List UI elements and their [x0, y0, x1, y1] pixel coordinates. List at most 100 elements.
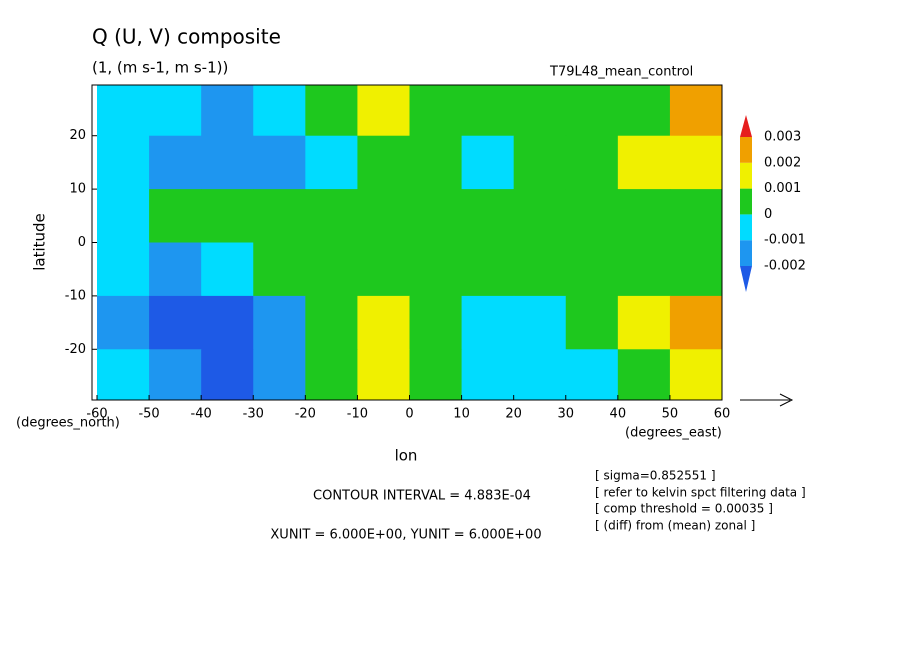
field-cell	[201, 295, 254, 350]
field-cell	[513, 349, 567, 401]
field-cell	[357, 135, 410, 190]
field-cell	[305, 349, 358, 401]
field-cell	[305, 135, 358, 190]
field-cell	[357, 189, 410, 243]
field-cell	[305, 85, 358, 137]
field-cell	[149, 189, 202, 243]
field-cell	[201, 135, 254, 190]
x-tick-label: -10	[347, 407, 368, 422]
y-axis-label: latitude	[31, 213, 49, 271]
field-cell	[149, 349, 202, 401]
x-tick-label: -60	[86, 407, 107, 422]
field-cell	[565, 349, 619, 401]
field-cell	[461, 85, 515, 137]
chart-subtitle: (1, (m s-1, m s-1))	[92, 59, 228, 77]
field-cell	[617, 242, 671, 297]
colorbar-box	[740, 188, 752, 215]
note: [ refer to kelvin spct filtering data ]	[595, 486, 806, 500]
y-axis-unit: (degrees_north)	[16, 416, 120, 431]
field-cell	[461, 135, 515, 190]
colorbar-label: -0.002	[764, 259, 806, 274]
colorbar-box	[740, 214, 752, 241]
field-cell	[669, 349, 723, 401]
field-cell	[513, 295, 567, 350]
x-axis-label: lon	[395, 447, 418, 465]
annotation-run: T79L48_mean_control	[549, 65, 693, 80]
units-note: XUNIT = 6.000E+00, YUNIT = 6.000E+00	[270, 528, 541, 543]
field-cell	[149, 85, 202, 137]
field-cell	[357, 349, 410, 401]
x-tick-label: 20	[505, 407, 522, 422]
x-tick-label: -30	[243, 407, 264, 422]
field-cell	[357, 242, 410, 297]
field-cell	[305, 189, 358, 243]
field-cell	[97, 349, 150, 401]
x-tick-label: 50	[662, 407, 679, 422]
field	[97, 85, 723, 401]
colorbar-label: 0.003	[764, 130, 801, 145]
field-cell	[669, 189, 723, 243]
field-cell	[97, 135, 150, 190]
x-tick-label: 0	[405, 407, 413, 422]
colorbar-label: 0	[764, 207, 772, 222]
field-cell	[669, 242, 723, 297]
y-tick-label: -10	[65, 288, 86, 303]
field-cell	[253, 295, 306, 350]
field-cell	[669, 135, 723, 190]
field-cell	[97, 242, 150, 297]
y-tick-label: 0	[78, 235, 86, 250]
field-cell	[565, 135, 619, 190]
field-cell	[565, 189, 619, 243]
field-cell	[617, 349, 671, 401]
field-cell	[461, 349, 515, 401]
y-tick-label: 20	[69, 128, 86, 143]
field-cell	[617, 85, 671, 137]
field-cell	[617, 189, 671, 243]
field-cell	[409, 85, 463, 137]
field-cell	[461, 189, 515, 243]
field-cell	[305, 295, 358, 350]
field-cell	[201, 349, 254, 401]
chart-title: Q (U, V) composite	[92, 25, 281, 49]
axes: -0.002 -0.001 0 0.001 0.002 0.003 -60 -50 -40 -30…	[65, 84, 806, 422]
field-cell	[305, 242, 358, 297]
field-cell	[149, 295, 202, 350]
x-tick-label: -20	[295, 407, 316, 422]
field-cell	[513, 242, 567, 297]
field-cell	[253, 349, 306, 401]
field-cell	[409, 189, 463, 243]
colorbar-box	[740, 137, 752, 163]
colorbar-label: 0.002	[764, 155, 801, 170]
field-cell	[357, 85, 410, 137]
field-cell	[201, 85, 254, 137]
field-cell	[97, 189, 150, 243]
field-cell	[513, 189, 567, 243]
note: [ sigma=0.852551 ]	[595, 469, 716, 483]
note: [ (diff) from (mean) zonal ]	[595, 519, 755, 533]
colorbar-tip	[740, 115, 752, 137]
field-cell	[357, 295, 410, 350]
field-cell	[565, 242, 619, 297]
colorbar-label: -0.001	[764, 233, 806, 248]
x-tick-label: -50	[138, 407, 159, 422]
x-tick-label: -40	[191, 407, 212, 422]
field-cell	[513, 135, 567, 190]
field-cell	[565, 85, 619, 137]
field-cell	[669, 85, 723, 137]
field-cell	[409, 295, 463, 350]
contour-interval: CONTOUR INTERVAL = 4.883E-04	[313, 489, 531, 504]
field-cell	[617, 135, 671, 190]
field-cell	[669, 295, 723, 350]
x-tick-label: 30	[557, 407, 574, 422]
field-cell	[409, 135, 463, 190]
field-cell	[149, 135, 202, 190]
colorbar-box	[740, 240, 752, 266]
field-cell	[97, 295, 150, 350]
field-cell	[461, 242, 515, 297]
field-cell	[617, 295, 671, 350]
field-cell	[201, 189, 254, 243]
field-cell	[513, 85, 567, 137]
field-cell	[97, 85, 150, 137]
field-cell	[409, 349, 463, 401]
